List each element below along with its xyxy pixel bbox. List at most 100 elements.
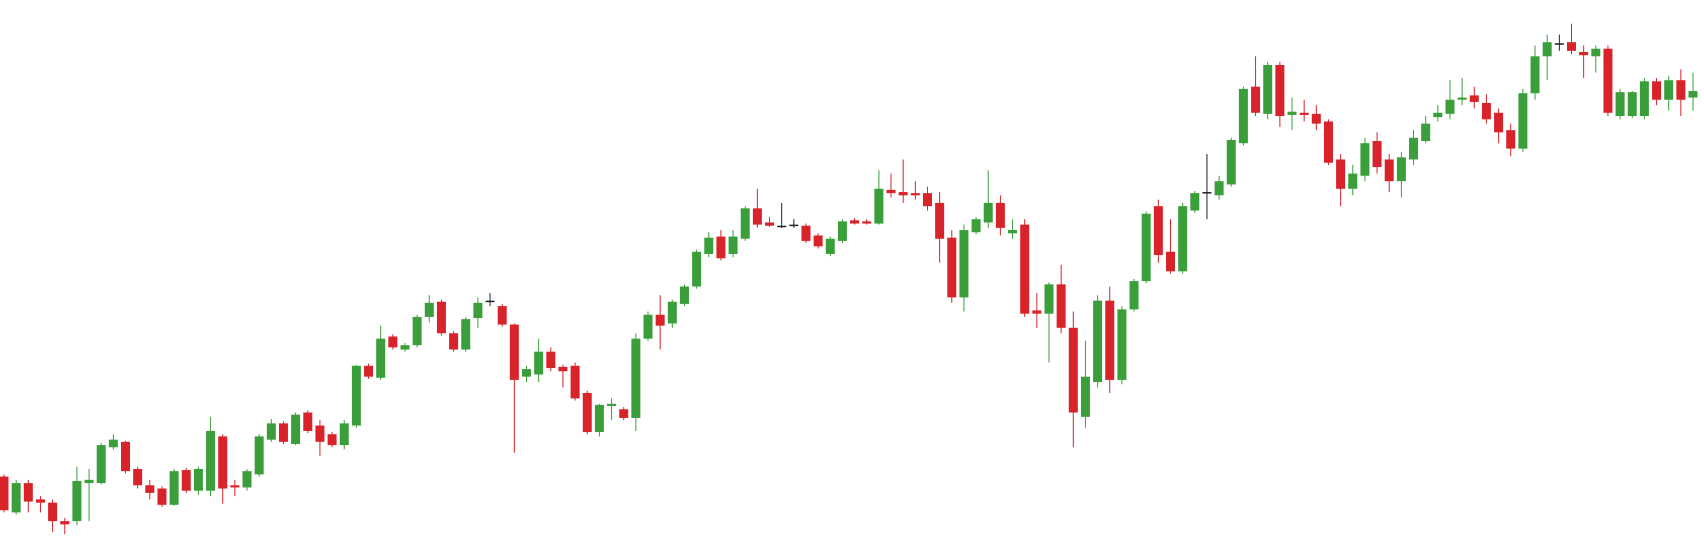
candle-body (230, 485, 240, 488)
candle-body (692, 251, 702, 287)
candle-body (862, 221, 872, 224)
candle-body (1093, 300, 1103, 383)
candle-body (96, 445, 106, 484)
candle-body (789, 224, 799, 227)
candle-body (1409, 137, 1419, 160)
candle-body (837, 221, 847, 241)
candle-body (1688, 91, 1698, 98)
candle-body (1542, 42, 1552, 57)
candle-body (339, 423, 349, 446)
candle-body (133, 468, 143, 486)
candle-body (874, 188, 884, 224)
candle-body (898, 192, 908, 196)
candle-body (570, 365, 580, 399)
candle-body (1226, 139, 1236, 185)
candle-body (558, 366, 568, 372)
candle-body (1652, 81, 1662, 100)
candle-body (1627, 92, 1637, 117)
candle-body (1105, 300, 1115, 380)
candle-body (1591, 48, 1601, 57)
candle-body (266, 423, 276, 440)
candle-body (667, 301, 677, 324)
candle-body (1348, 173, 1358, 189)
candle-body (619, 409, 629, 418)
candle-body (1323, 121, 1333, 163)
candle-body (1056, 284, 1066, 328)
candle-body (145, 485, 155, 493)
candle-body (959, 230, 969, 298)
candle-body (1299, 112, 1309, 115)
candle-body (11, 483, 21, 513)
candle-body (1360, 143, 1370, 176)
candle-body (1457, 97, 1467, 100)
candle-body (48, 502, 58, 522)
candle-body (1566, 42, 1576, 51)
candle-body (1676, 80, 1686, 100)
candle-body (947, 237, 957, 298)
candle-body (1251, 86, 1261, 113)
candle-body (995, 202, 1005, 228)
candle-body (1153, 206, 1163, 256)
candle-body (765, 222, 775, 226)
candle-body (1080, 376, 1090, 417)
candle-body (351, 365, 361, 426)
candle-body (850, 220, 860, 224)
candle-body (1068, 327, 1078, 413)
candle-body (716, 236, 726, 259)
candle-body (84, 479, 94, 484)
candle-body (1129, 281, 1139, 310)
candle-body (886, 189, 896, 194)
candle-body (801, 225, 811, 241)
candle-body (825, 238, 835, 254)
candle-body (254, 436, 264, 475)
candle-body (1445, 99, 1455, 114)
candle-body (218, 436, 228, 489)
candle-body (1032, 310, 1042, 314)
candle-body (485, 300, 495, 303)
candle-body (497, 306, 507, 325)
candle-body (436, 301, 446, 334)
candle-body (1008, 230, 1018, 234)
candle-body (922, 193, 932, 207)
candle-body (1202, 192, 1212, 194)
candle-body (108, 439, 118, 448)
candle-body (1469, 95, 1479, 102)
candle-body (1311, 113, 1321, 124)
candle-body (594, 404, 604, 433)
candle-body (315, 425, 325, 442)
candle-body (1615, 92, 1625, 117)
candle-body (1518, 93, 1528, 149)
candle-body (1530, 56, 1540, 94)
candle-body (1020, 224, 1030, 314)
candle-body (121, 441, 131, 472)
candle-body (327, 434, 337, 446)
candle-body (679, 286, 689, 304)
candle-body (1238, 88, 1248, 144)
candle-body (1117, 309, 1127, 380)
candle-body (1639, 81, 1649, 117)
candle-body (1178, 206, 1188, 272)
candle-body (1664, 80, 1674, 100)
candle-body (242, 471, 252, 488)
candle-body (1579, 51, 1589, 56)
candle-body (388, 336, 398, 348)
candle-body (449, 333, 459, 350)
candle-body (181, 470, 191, 491)
candle-body (473, 302, 483, 319)
candle-body (206, 430, 216, 491)
candle-body (1554, 43, 1564, 45)
candle-body (35, 499, 45, 503)
candle-body (910, 193, 920, 196)
candle-body (521, 369, 531, 377)
candle-body (1603, 48, 1613, 113)
candle-body (813, 235, 823, 247)
candle-body (1044, 284, 1054, 314)
candle-body (1372, 141, 1382, 168)
candle-body (534, 351, 544, 375)
candle-body (1421, 123, 1431, 142)
candle-body (643, 314, 653, 339)
candle-body (376, 338, 386, 378)
candle-body (303, 412, 313, 431)
